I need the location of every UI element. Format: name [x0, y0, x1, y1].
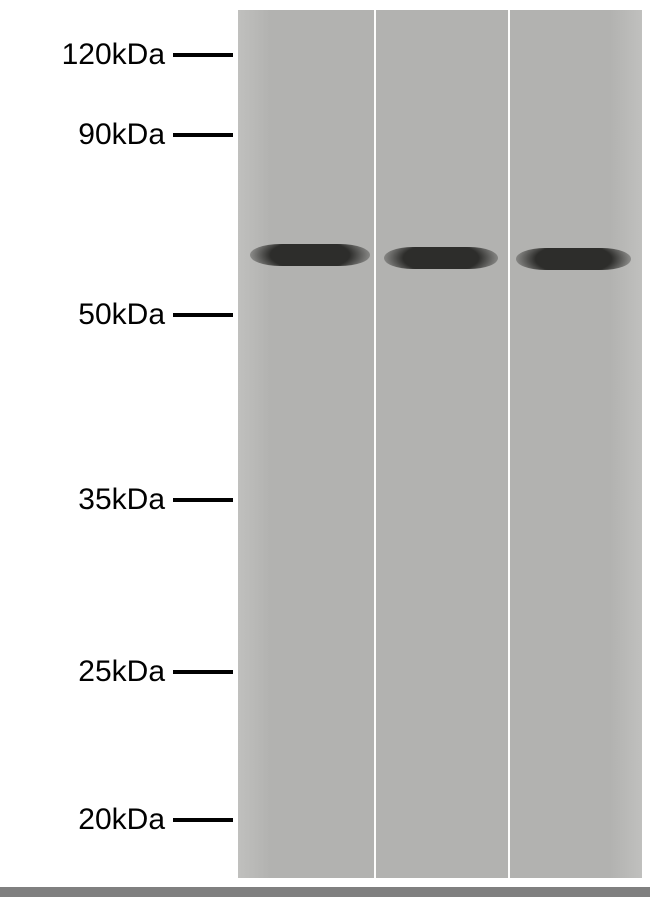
mw-marker-tick [173, 818, 233, 822]
protein-band [250, 244, 370, 266]
mw-marker-label: 35kDa [20, 483, 165, 517]
western-blot-figure: 120kDa 90kDa 50kDa 35kDa 25kDa 20kDa [0, 0, 650, 897]
mw-marker-tick [173, 670, 233, 674]
mw-marker-label: 90kDa [20, 118, 165, 152]
lane-separator [508, 10, 510, 878]
mw-marker: 50kDa [20, 300, 233, 330]
mw-marker: 35kDa [20, 485, 233, 515]
mw-marker-tick [173, 133, 233, 137]
mw-marker: 25kDa [20, 657, 233, 687]
mw-marker-label: 20kDa [20, 803, 165, 837]
mw-marker-tick [173, 313, 233, 317]
mw-marker-label: 25kDa [20, 655, 165, 689]
mw-marker: 120kDa [20, 40, 233, 70]
lane-separator [374, 10, 376, 878]
protein-band [516, 248, 631, 270]
footer-strip [0, 887, 650, 897]
mw-marker-tick [173, 498, 233, 502]
protein-band [384, 247, 498, 269]
mw-marker-label: 50kDa [20, 298, 165, 332]
blot-membrane [238, 10, 642, 878]
mw-marker-tick [173, 53, 233, 57]
mw-marker-label: 120kDa [20, 38, 165, 72]
mw-marker: 90kDa [20, 120, 233, 150]
mw-marker: 20kDa [20, 805, 233, 835]
